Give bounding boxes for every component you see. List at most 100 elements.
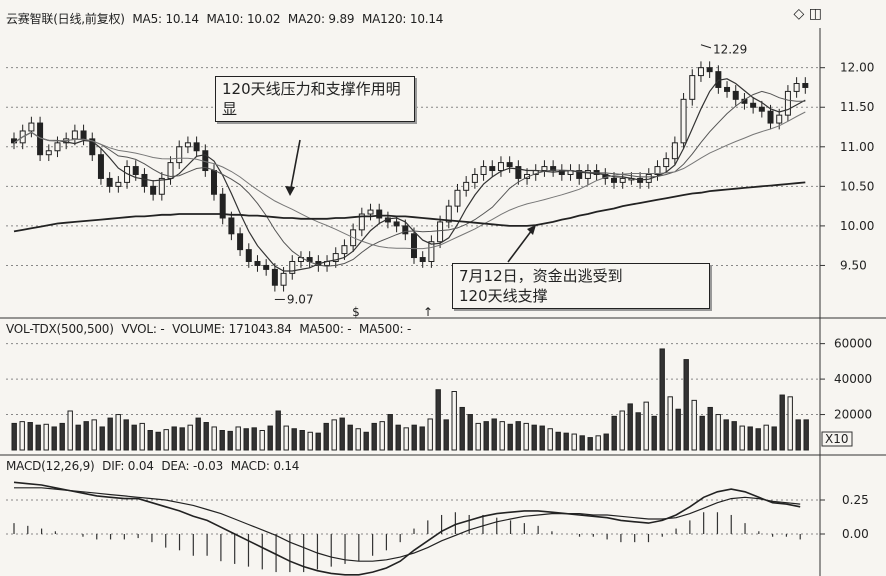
candle-body <box>689 75 696 100</box>
volume-bar <box>395 424 401 451</box>
volume-bar <box>19 421 25 451</box>
ma500-label-a: MA500: - <box>299 322 352 336</box>
candle-body <box>289 260 296 274</box>
event-marker-arrow: ↑ <box>423 305 433 319</box>
volume-bar <box>211 426 217 451</box>
candle-body <box>654 166 661 175</box>
candle-body <box>584 170 591 179</box>
price-panel-header: 云赛智联(日线,前复权) MA5: 10.14 MA10: 10.02 MA20… <box>6 10 447 27</box>
volume-bar <box>403 427 409 451</box>
candle-body <box>115 181 122 187</box>
candle-body <box>802 83 809 88</box>
candle-body <box>506 162 513 168</box>
volume-bar <box>739 425 745 451</box>
volume-bar <box>459 406 465 451</box>
ma500-label-b: MA500: - <box>359 322 412 336</box>
volume-bar <box>179 427 185 451</box>
candle-body <box>80 130 87 140</box>
volume-bar <box>131 424 137 451</box>
volume-bar <box>475 422 481 451</box>
volume-bar <box>43 423 49 451</box>
volume-bar <box>243 428 249 451</box>
candle-body <box>750 102 757 108</box>
volume-bar <box>787 396 793 451</box>
volume-bar <box>171 426 177 451</box>
volume-bar <box>275 410 281 451</box>
ma120-label: MA120: 10.14 <box>361 12 444 26</box>
ma120-line <box>13 181 806 233</box>
volume-bar <box>155 431 161 451</box>
candle-body <box>445 205 452 223</box>
volume-bar <box>667 396 673 451</box>
volume-bar <box>491 418 497 451</box>
diamond-icon[interactable]: ◇ <box>793 6 805 22</box>
candle-body <box>758 106 765 112</box>
candle-body <box>611 177 617 183</box>
volume-bar <box>83 421 89 451</box>
candle-body <box>724 86 731 92</box>
macd-tick-label: 0.00 <box>842 527 869 541</box>
candle-body <box>245 249 252 262</box>
volume-bar <box>563 432 569 451</box>
volume-bar <box>227 430 233 451</box>
volume-bar <box>675 408 681 451</box>
candle-body <box>219 193 226 219</box>
volume-bar <box>707 406 713 451</box>
candle-body <box>680 98 687 144</box>
annotation-bottom-line2: 120天线支撑 <box>459 287 548 305</box>
volume-bar <box>91 419 97 451</box>
candle-body <box>254 260 261 266</box>
volume-bar <box>587 437 593 451</box>
candle-body <box>619 177 626 183</box>
ma10-label: MA10: 10.02 <box>206 12 281 26</box>
candle-body <box>106 177 113 187</box>
candle-body <box>71 130 78 140</box>
volume-bar <box>731 421 737 451</box>
volume-bar <box>75 424 81 451</box>
volume-bar <box>483 421 489 451</box>
window-icon[interactable]: ◫ <box>808 6 822 22</box>
low-label: 9.07 <box>287 292 314 306</box>
candle-body <box>402 225 409 235</box>
vol-title: VOL-TDX(500,500) <box>6 322 114 336</box>
volume-bar <box>723 419 729 451</box>
price-tick-label: 9.50 <box>840 258 867 272</box>
annotation-top-text: 120天线压力和支撑作用明显 <box>222 80 401 118</box>
volume-bar <box>331 419 337 451</box>
volume-bar <box>251 427 257 451</box>
vvol-label: VVOL: - <box>121 322 165 336</box>
candle-body <box>332 253 339 262</box>
volume-bar <box>747 426 753 451</box>
volume-bar <box>387 414 393 451</box>
volume-bar <box>579 435 585 451</box>
candle-body <box>132 166 139 175</box>
volume-bar <box>699 415 705 451</box>
candle-body <box>732 90 739 100</box>
candle-body <box>141 173 148 187</box>
volume-bar <box>451 391 457 451</box>
volume-bar <box>259 430 265 451</box>
volume-bar <box>499 421 505 451</box>
axis-background <box>820 30 886 576</box>
volume-multiplier-label: X10 <box>825 432 849 446</box>
candle-body <box>341 245 348 255</box>
candle-body <box>776 114 783 124</box>
volume-bar <box>755 428 761 451</box>
ma5-line <box>13 78 806 272</box>
volume-bar <box>187 424 193 451</box>
ma20-line <box>13 111 806 250</box>
candle-body <box>280 272 287 286</box>
candle-body <box>237 233 244 251</box>
annotation-july12: 7月12日，资金出逃受到 120天线支撑 <box>452 263 710 309</box>
price-tick-label: 10.50 <box>840 179 874 193</box>
dea-label: DEA: -0.03 <box>161 459 224 473</box>
candle-body <box>541 166 548 172</box>
volume-bar <box>195 417 201 451</box>
volume-bar <box>515 421 521 451</box>
candle-body <box>663 158 670 168</box>
panel-icons: ◇ ◫ <box>794 6 822 22</box>
volume-bar <box>539 425 545 451</box>
candle-body <box>89 138 96 156</box>
volume-bar <box>627 403 633 451</box>
volume-bar <box>443 419 449 451</box>
